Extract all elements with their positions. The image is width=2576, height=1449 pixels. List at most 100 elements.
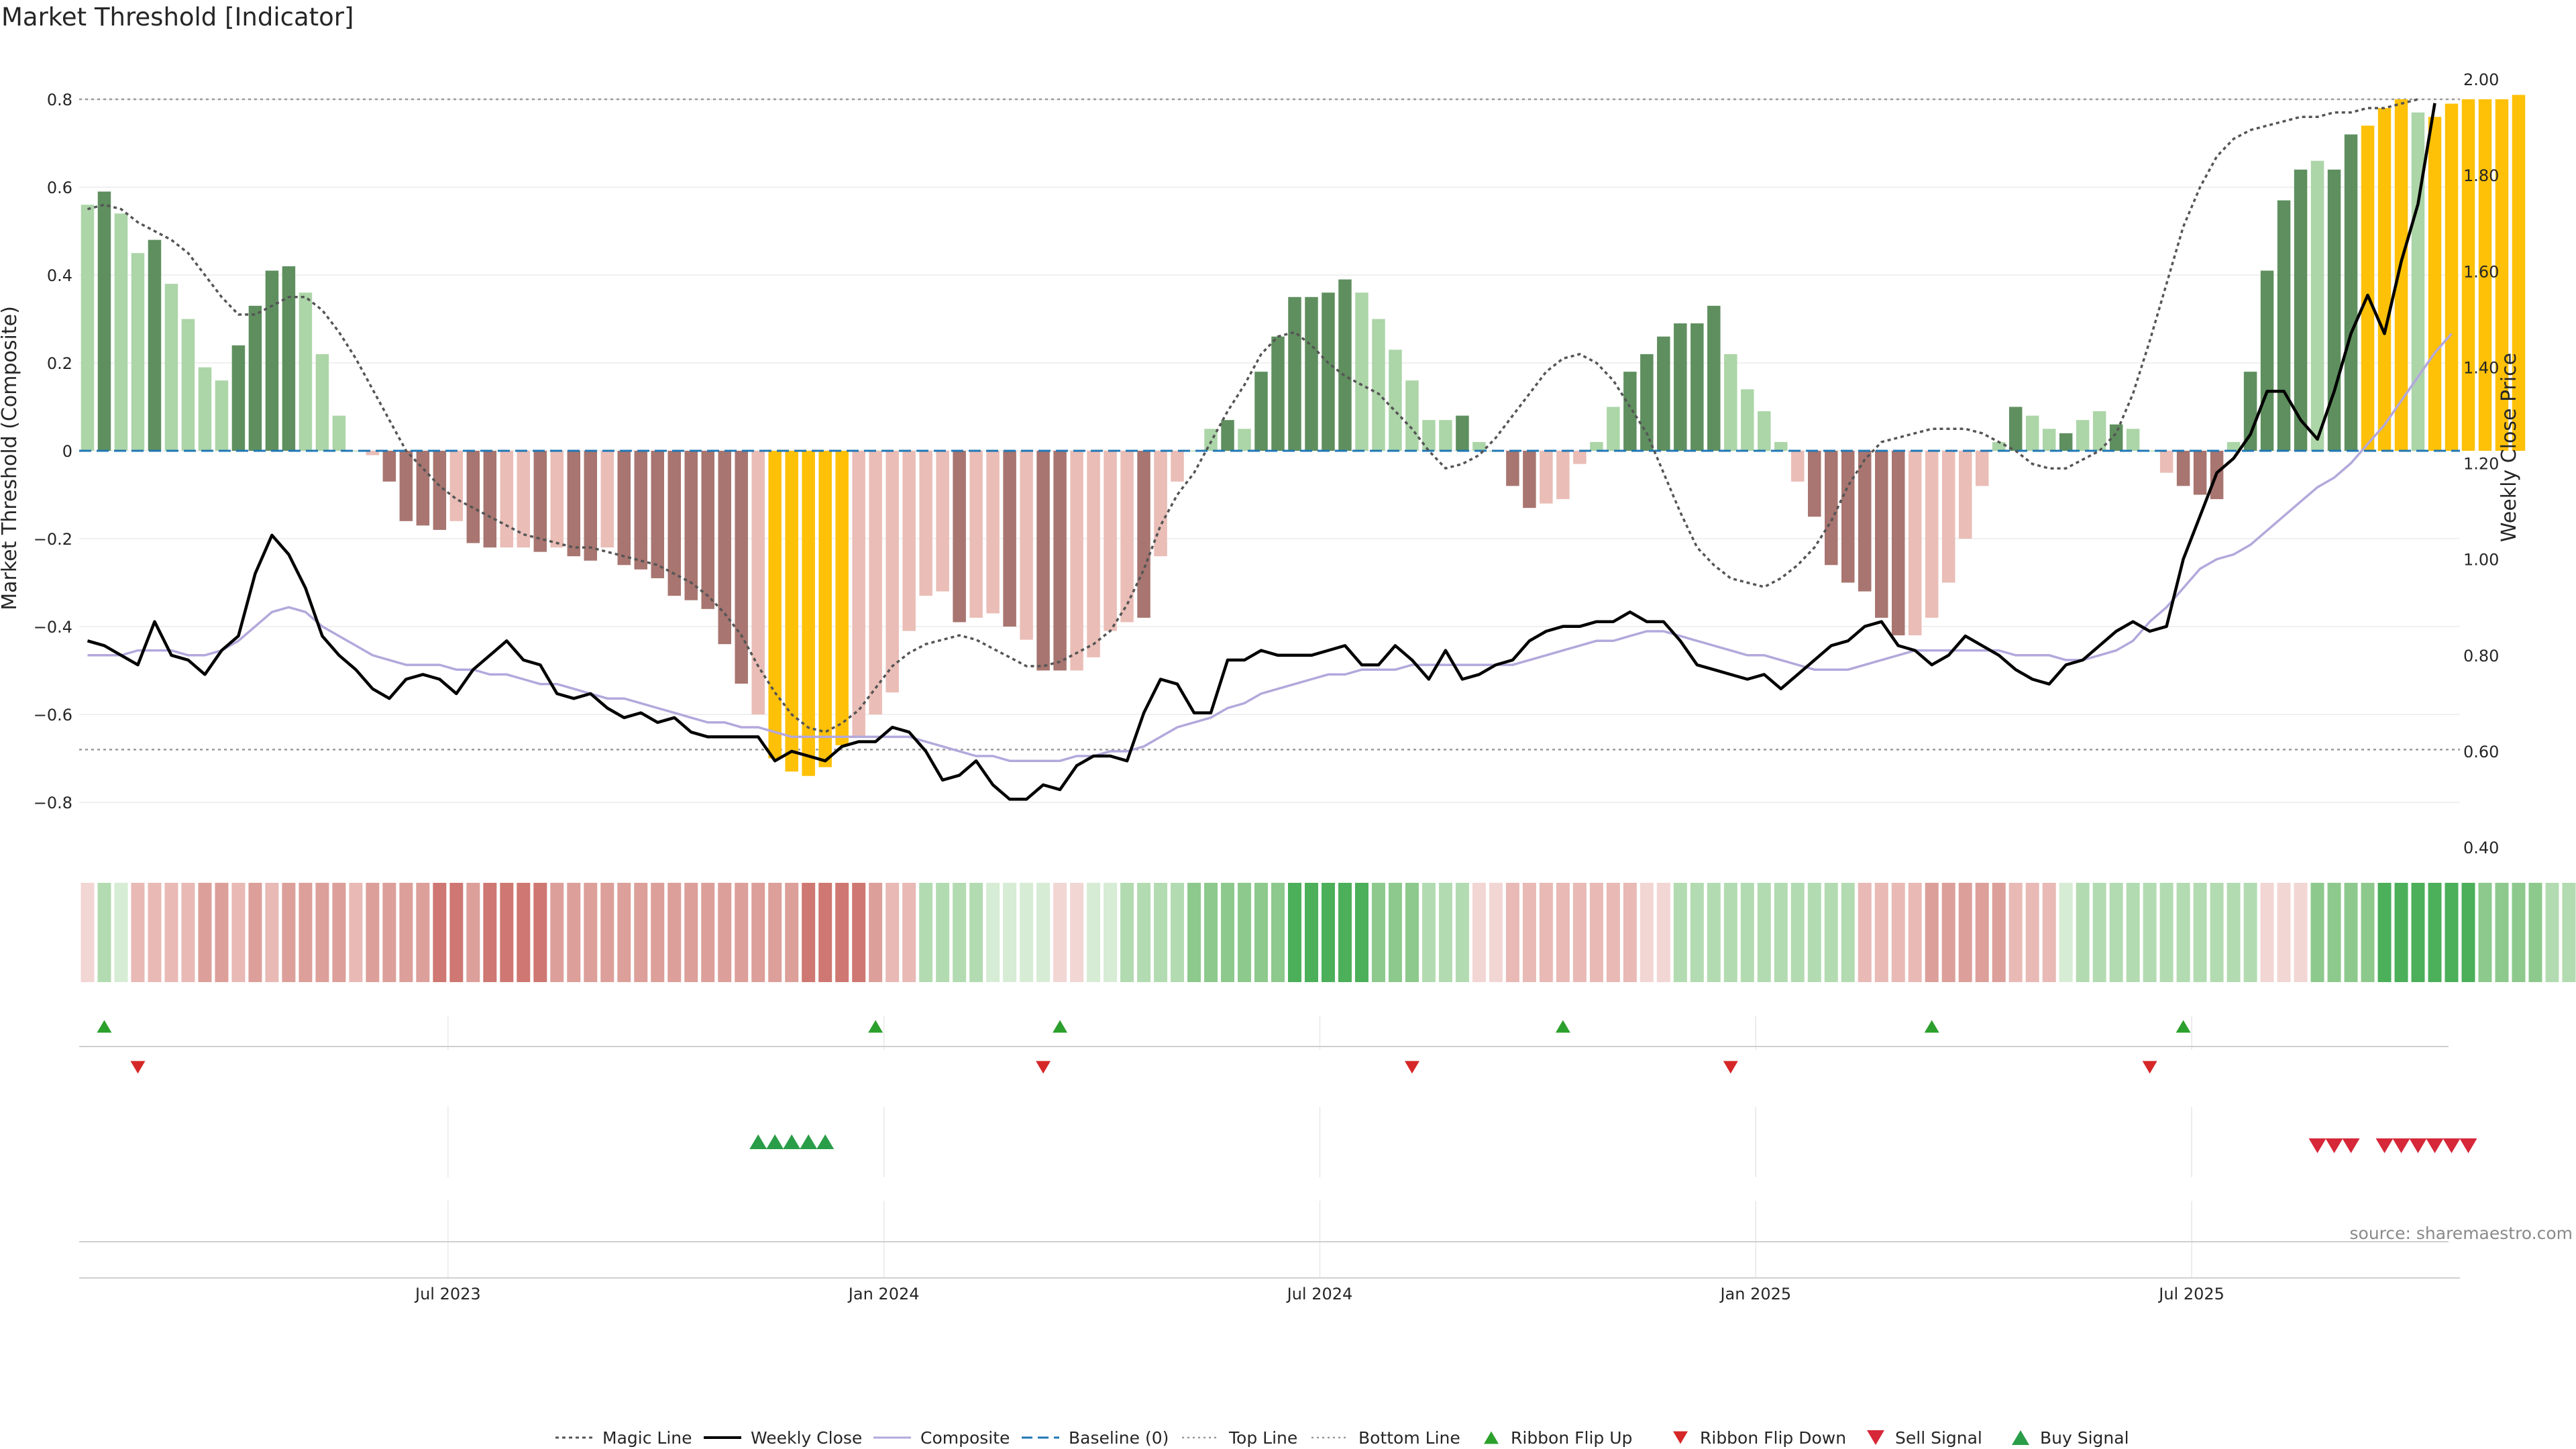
threshold-bar	[1171, 451, 1184, 482]
ribbon-cell	[1171, 883, 1185, 982]
legend-swatch-buy	[2012, 1430, 2029, 1446]
ribbon-cell	[2260, 883, 2274, 982]
ribbon-cell	[919, 883, 933, 982]
line-layer	[79, 98, 2460, 801]
threshold-bar	[2495, 99, 2509, 451]
threshold-bar	[2025, 415, 2039, 451]
ribbon-cell	[1673, 883, 1687, 982]
ribbon-cell	[1623, 883, 1637, 982]
x-tick-label: Jan 2024	[847, 1285, 920, 1303]
threshold-bar	[2344, 134, 2358, 451]
threshold-bar	[550, 451, 564, 548]
legend-label: Baseline (0)	[1069, 1428, 1169, 1448]
threshold-bar	[1372, 319, 1385, 451]
threshold-bar	[282, 266, 296, 451]
ribbon-cell	[231, 883, 246, 982]
ribbon-cell	[1304, 883, 1318, 982]
ribbon-cell	[1908, 883, 1922, 982]
threshold-bar	[1422, 420, 1436, 451]
threshold-bar	[751, 451, 765, 714]
threshold-bar	[1070, 451, 1083, 671]
ribbon-cell	[1271, 883, 1285, 982]
threshold-bar	[299, 292, 313, 451]
ribbon-cell	[2411, 883, 2425, 982]
x-tick-label: Jul 2024	[1286, 1285, 1353, 1303]
threshold-bar	[1456, 415, 1469, 451]
threshold-bar	[265, 270, 279, 451]
threshold-bar	[1439, 420, 1452, 451]
ribbon-flip-down-marker	[2142, 1061, 2157, 1074]
threshold-bar	[1874, 451, 1888, 618]
threshold-bar	[164, 284, 178, 451]
threshold-bar	[1573, 451, 1587, 464]
ribbon-cell	[2545, 883, 2559, 982]
right-tick-label: 0.60	[2463, 743, 2499, 761]
left-tick-label: 0.2	[47, 354, 72, 373]
ribbon-cell	[1790, 883, 1805, 982]
threshold-bar	[1657, 336, 1670, 451]
ribbon-cell	[584, 883, 598, 982]
threshold-bar	[1254, 372, 1268, 451]
ribbon-cell	[2277, 883, 2291, 982]
page-title: Market Threshold [Indicator]	[1, 3, 354, 32]
ribbon-cell	[1757, 883, 1771, 982]
ribbon-cell	[97, 883, 111, 982]
threshold-bar	[1674, 323, 1687, 451]
ribbon-cell	[2059, 883, 2073, 982]
sell-signal-marker	[2459, 1138, 2477, 1154]
threshold-bar	[1221, 420, 1234, 451]
threshold-bar	[1841, 451, 1855, 583]
threshold-bar	[2277, 200, 2291, 451]
ribbon-cell	[466, 883, 480, 982]
ribbon-cell	[869, 883, 883, 982]
threshold-bar	[80, 205, 95, 451]
threshold-bar	[131, 253, 145, 451]
ribbon-cell	[1572, 883, 1587, 982]
ribbon-cell	[2243, 883, 2257, 982]
threshold-bar	[1104, 451, 1117, 631]
buy-signal-marker	[783, 1134, 801, 1150]
ribbon-flip-down-marker	[1036, 1061, 1051, 1074]
threshold-bar	[1305, 297, 1318, 451]
threshold-bar	[1238, 429, 1251, 451]
ribbon-cell	[349, 883, 363, 982]
threshold-bar	[969, 451, 983, 618]
threshold-bar	[1020, 451, 1033, 640]
legend-label: Composite	[920, 1428, 1010, 1448]
threshold-bar	[399, 451, 413, 521]
ribbon-cell	[1740, 883, 1754, 982]
ribbon-cell	[651, 883, 665, 982]
ribbon-cell	[953, 883, 967, 982]
right-tick-label: 1.40	[2463, 358, 2499, 377]
threshold-bar	[986, 451, 1000, 614]
threshold-bar	[852, 451, 865, 737]
threshold-bar	[315, 354, 329, 451]
sell-signal-marker	[2308, 1138, 2326, 1154]
source-credit: source: sharemaestro.com	[2350, 1224, 2573, 1243]
left-axis-label: Market Threshold (Composite)	[0, 306, 21, 610]
threshold-bar	[97, 191, 111, 451]
ribbon-cell	[533, 883, 547, 982]
ribbon-cell	[1858, 883, 1872, 982]
threshold-bar	[1523, 451, 1536, 508]
composite-line	[87, 333, 2453, 762]
ribbon-cell	[684, 883, 698, 982]
ribbon-cell	[164, 883, 178, 982]
ribbon-cell	[416, 883, 430, 982]
ribbon-cell	[2176, 883, 2190, 982]
ribbon-cell	[1254, 883, 1269, 982]
threshold-bar	[919, 451, 932, 596]
threshold-bar	[869, 451, 882, 714]
ribbon-cell	[449, 883, 464, 982]
threshold-bar	[2310, 160, 2324, 451]
ribbon-cell	[1606, 883, 1620, 982]
threshold-bar	[2394, 99, 2408, 451]
ribbon-cell	[852, 883, 866, 982]
threshold-bar	[953, 451, 966, 623]
ribbon-cell	[282, 883, 296, 982]
ribbon-cell	[2193, 883, 2207, 982]
ribbon-cell	[735, 883, 749, 982]
ribbon-cell	[1958, 883, 1972, 982]
threshold-bar	[567, 451, 581, 557]
ribbon-cell	[2008, 883, 2023, 982]
